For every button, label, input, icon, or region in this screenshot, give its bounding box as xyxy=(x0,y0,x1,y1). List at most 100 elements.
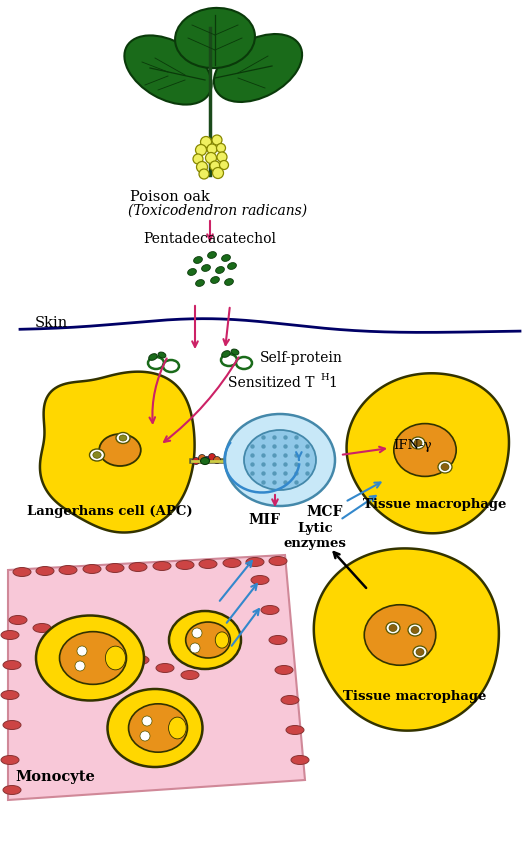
Ellipse shape xyxy=(3,721,21,729)
Ellipse shape xyxy=(413,646,427,658)
Circle shape xyxy=(217,152,227,162)
Ellipse shape xyxy=(286,726,304,734)
Circle shape xyxy=(294,444,299,448)
Circle shape xyxy=(305,454,310,458)
Circle shape xyxy=(77,646,87,656)
Ellipse shape xyxy=(215,267,224,273)
Circle shape xyxy=(193,154,203,164)
Circle shape xyxy=(284,480,288,485)
Circle shape xyxy=(305,471,310,476)
Ellipse shape xyxy=(60,632,127,684)
Ellipse shape xyxy=(181,670,199,679)
Circle shape xyxy=(210,161,220,171)
Text: Lytic
enzymes: Lytic enzymes xyxy=(284,522,346,550)
Ellipse shape xyxy=(1,690,19,700)
Ellipse shape xyxy=(389,625,397,632)
Circle shape xyxy=(294,462,299,467)
Circle shape xyxy=(199,169,209,179)
Ellipse shape xyxy=(269,636,287,645)
Ellipse shape xyxy=(176,561,194,569)
Circle shape xyxy=(294,454,299,458)
Polygon shape xyxy=(314,549,499,731)
Circle shape xyxy=(207,144,217,154)
Ellipse shape xyxy=(116,433,130,443)
Circle shape xyxy=(294,471,299,476)
Text: Skin: Skin xyxy=(35,316,68,330)
Ellipse shape xyxy=(394,423,456,476)
Ellipse shape xyxy=(261,606,279,614)
Ellipse shape xyxy=(386,622,400,634)
Ellipse shape xyxy=(231,349,239,355)
Ellipse shape xyxy=(129,562,147,571)
Ellipse shape xyxy=(411,437,425,449)
Ellipse shape xyxy=(153,562,171,570)
Circle shape xyxy=(199,454,205,461)
Ellipse shape xyxy=(119,435,127,441)
Ellipse shape xyxy=(438,461,452,473)
Circle shape xyxy=(272,454,277,458)
Ellipse shape xyxy=(211,276,219,283)
Ellipse shape xyxy=(214,34,302,102)
Text: Sensitized T: Sensitized T xyxy=(228,376,315,390)
Circle shape xyxy=(193,458,200,465)
Ellipse shape xyxy=(99,434,141,466)
Circle shape xyxy=(294,435,299,440)
Circle shape xyxy=(261,471,266,476)
Circle shape xyxy=(192,628,202,638)
Ellipse shape xyxy=(414,440,422,447)
Text: Self-protein: Self-protein xyxy=(260,351,343,365)
Text: (Toxicodendron radicans): (Toxicodendron radicans) xyxy=(128,204,307,218)
Ellipse shape xyxy=(416,649,424,656)
Ellipse shape xyxy=(281,696,299,704)
Ellipse shape xyxy=(1,631,19,639)
Ellipse shape xyxy=(251,575,269,585)
Circle shape xyxy=(212,135,222,145)
Text: Tissue macrophage: Tissue macrophage xyxy=(363,498,507,511)
Ellipse shape xyxy=(169,611,241,669)
Ellipse shape xyxy=(246,557,264,567)
Text: Poison oak: Poison oak xyxy=(130,190,210,204)
Ellipse shape xyxy=(158,352,166,358)
Circle shape xyxy=(261,462,266,467)
Circle shape xyxy=(305,444,310,448)
Ellipse shape xyxy=(224,278,233,285)
Ellipse shape xyxy=(131,656,149,664)
Ellipse shape xyxy=(222,351,230,358)
Ellipse shape xyxy=(199,560,217,569)
Ellipse shape xyxy=(291,755,309,765)
Text: IFN-γ: IFN-γ xyxy=(393,439,431,452)
Ellipse shape xyxy=(236,357,252,369)
Ellipse shape xyxy=(36,567,54,575)
Circle shape xyxy=(261,444,266,448)
Polygon shape xyxy=(8,555,305,800)
Ellipse shape xyxy=(156,664,174,672)
Ellipse shape xyxy=(195,280,204,286)
Ellipse shape xyxy=(83,564,101,574)
Circle shape xyxy=(284,462,288,467)
Circle shape xyxy=(209,454,215,461)
Ellipse shape xyxy=(9,615,27,625)
Circle shape xyxy=(216,143,225,153)
Text: Langerhans cell (APC): Langerhans cell (APC) xyxy=(27,505,193,518)
Text: 1: 1 xyxy=(328,376,337,390)
Ellipse shape xyxy=(36,615,144,701)
Ellipse shape xyxy=(187,269,196,276)
Ellipse shape xyxy=(186,622,230,658)
Ellipse shape xyxy=(90,449,105,461)
Ellipse shape xyxy=(221,354,237,366)
Ellipse shape xyxy=(244,430,316,490)
Ellipse shape xyxy=(269,556,287,566)
Polygon shape xyxy=(346,373,509,533)
Ellipse shape xyxy=(175,8,255,68)
Ellipse shape xyxy=(106,563,124,573)
Circle shape xyxy=(213,456,221,463)
Ellipse shape xyxy=(125,35,212,105)
Ellipse shape xyxy=(3,785,21,795)
Ellipse shape xyxy=(228,263,237,270)
Circle shape xyxy=(305,462,310,467)
Ellipse shape xyxy=(105,647,123,657)
Circle shape xyxy=(203,456,211,463)
Circle shape xyxy=(261,454,266,458)
Polygon shape xyxy=(40,372,195,532)
Ellipse shape xyxy=(3,660,21,670)
